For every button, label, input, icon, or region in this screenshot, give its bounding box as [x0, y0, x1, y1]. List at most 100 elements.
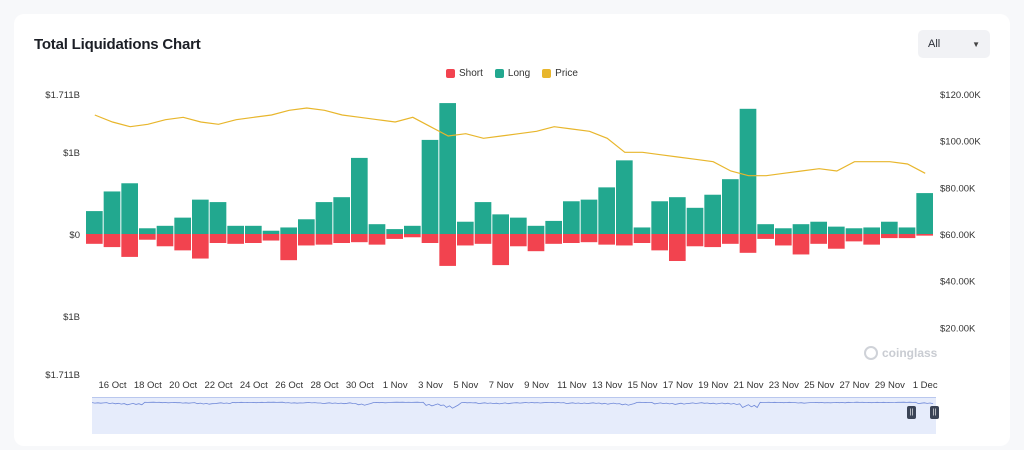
- short-bar: [245, 234, 262, 244]
- x-axis-tick-label: 9 Nov: [524, 380, 549, 391]
- short-bar: [474, 234, 492, 244]
- short-bar: [421, 234, 439, 244]
- right-axis-tick-label: $40.00K: [940, 277, 976, 288]
- long-bar: [121, 183, 138, 234]
- long-bar: [704, 194, 721, 234]
- long-bar: [209, 202, 227, 234]
- navigator-left-handle[interactable]: ||: [907, 406, 916, 419]
- short-bar: [898, 234, 916, 239]
- short-bar: [563, 234, 580, 244]
- x-axis-tick-label: 13 Nov: [592, 380, 622, 391]
- short-bar: [598, 234, 615, 245]
- long-bar: [474, 202, 492, 234]
- long-bar: [810, 221, 827, 234]
- long-bar: [333, 197, 350, 234]
- long-bar: [156, 225, 174, 234]
- right-axis-tick-label: $60.00K: [940, 230, 976, 241]
- short-bar: [262, 234, 280, 241]
- legend-item-long[interactable]: Long: [494, 68, 530, 79]
- short-bar: [280, 234, 297, 261]
- legend-item-short[interactable]: Short: [446, 68, 483, 79]
- long-bar: [563, 201, 580, 234]
- x-axis-tick-label: 21 Nov: [733, 380, 763, 391]
- short-bar: [209, 234, 227, 244]
- long-bar: [298, 219, 315, 234]
- short-bar: [156, 234, 174, 247]
- range-select-value: All: [928, 38, 941, 50]
- x-axis-tick-label: 20 Oct: [169, 380, 197, 391]
- short-bar: [863, 234, 880, 245]
- x-axis-tick-label: 30 Oct: [346, 380, 374, 391]
- long-bar: [103, 191, 121, 234]
- navigator-right-handle[interactable]: ||: [930, 406, 939, 419]
- x-axis-tick-label: 3 Nov: [418, 380, 443, 391]
- long-bar: [545, 220, 562, 234]
- long-bar: [881, 221, 898, 234]
- x-axis-tick-label: 27 Nov: [839, 380, 869, 391]
- short-bar: [828, 234, 845, 249]
- right-axis-tick-label: $100.00K: [940, 137, 981, 148]
- short-bar: [686, 234, 704, 247]
- left-axis-tick-label: $1B: [63, 148, 80, 159]
- legend-swatch: [494, 69, 504, 78]
- left-axis-tick-label: $0: [69, 230, 80, 241]
- long-bar: [386, 229, 403, 234]
- short-bar: [916, 234, 933, 236]
- x-axis-tick-label: 26 Oct: [275, 380, 303, 391]
- long-bar: [404, 225, 421, 234]
- long-bar: [368, 224, 386, 234]
- navigator-preview: [91, 401, 934, 409]
- short-bar: [651, 234, 668, 251]
- long-bar: [898, 227, 916, 234]
- long-bar: [280, 227, 297, 234]
- short-bar: [739, 234, 757, 253]
- long-bar: [86, 211, 103, 234]
- left-axis-tick-label: $1.711B: [45, 90, 80, 101]
- short-bar: [439, 234, 456, 266]
- short-bar: [881, 234, 898, 239]
- short-bar: [192, 234, 209, 259]
- x-axis-tick-label: 5 Nov: [453, 380, 478, 391]
- page-title: Total Liquidations Chart: [34, 36, 201, 53]
- short-bar: [227, 234, 244, 244]
- short-bar: [404, 234, 421, 238]
- long-bar: [616, 160, 633, 234]
- long-bar: [669, 197, 686, 234]
- short-bar: [810, 234, 827, 244]
- x-axis-tick-label: 16 Oct: [99, 380, 127, 391]
- long-bar: [315, 202, 333, 234]
- price-line: [94, 107, 926, 177]
- legend-item-price[interactable]: Price: [542, 68, 578, 79]
- long-bar: [845, 228, 863, 234]
- long-bar: [863, 227, 880, 234]
- x-axis-tick-label: 1 Dec: [913, 380, 938, 391]
- long-bar: [421, 139, 439, 234]
- left-axis-tick-label: $1.711B: [45, 370, 80, 381]
- short-bar: [580, 234, 598, 243]
- short-bar: [527, 234, 545, 252]
- short-bar: [139, 234, 156, 240]
- short-bar: [368, 234, 386, 245]
- long-bar: [686, 207, 704, 234]
- long-bar: [722, 179, 739, 234]
- long-bar: [510, 217, 527, 234]
- x-axis-tick-label: 24 Oct: [240, 380, 268, 391]
- long-bar: [492, 214, 509, 234]
- long-bar: [527, 225, 545, 234]
- short-bar: [722, 234, 739, 244]
- range-navigator[interactable]: [91, 397, 936, 434]
- long-bar: [598, 187, 615, 234]
- long-bar: [439, 103, 456, 235]
- short-bar: [492, 234, 509, 266]
- x-axis-tick-label: 28 Oct: [311, 380, 339, 391]
- range-select[interactable]: All ▼: [918, 30, 990, 58]
- x-axis-tick-label: 1 Nov: [383, 380, 408, 391]
- x-axis-tick-label: 29 Nov: [875, 380, 905, 391]
- long-bar: [828, 226, 845, 234]
- short-bar: [510, 234, 527, 247]
- navigator-series-line: [91, 401, 934, 409]
- short-bar: [633, 234, 651, 244]
- x-axis-tick-label: 18 Oct: [134, 380, 162, 391]
- long-bar: [792, 224, 810, 234]
